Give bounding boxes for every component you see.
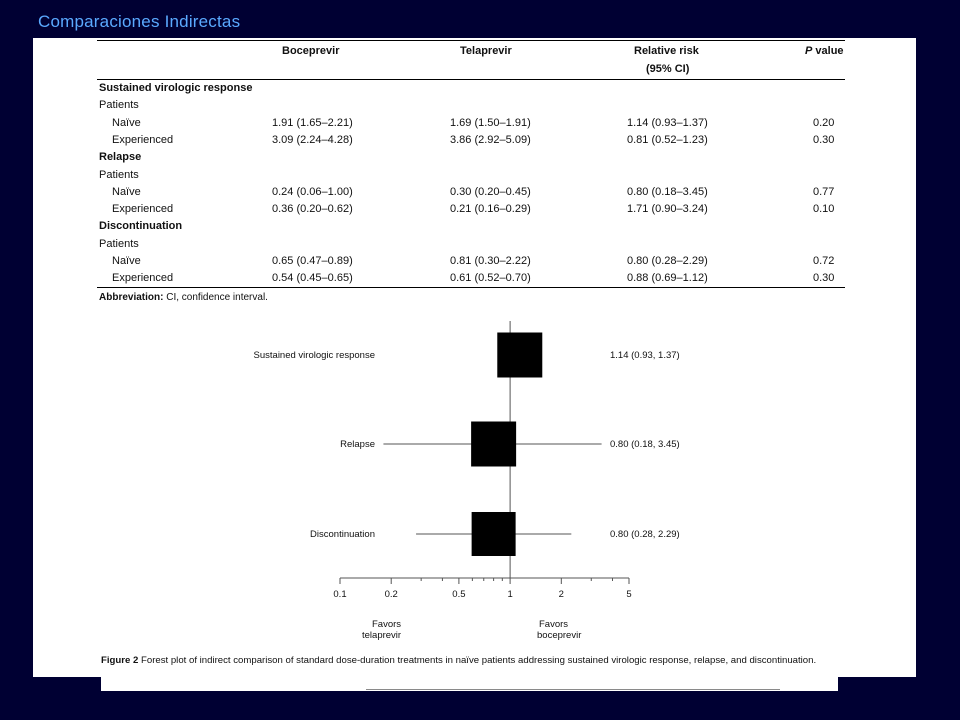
header-p-italic: P <box>805 45 813 57</box>
tick-label: 0.2 <box>385 589 398 600</box>
estimate-box <box>471 512 516 556</box>
table-bottom-rule <box>97 287 845 288</box>
favors-boceprevir-line2: boceprevir <box>537 630 581 641</box>
row-label: Naïve <box>112 116 141 129</box>
section-title: Discontinuation <box>99 220 183 233</box>
estimate-label: 0.80 (0.18, 3.45) <box>610 439 680 450</box>
table-footnote: Abbreviation: CI, confidence interval. <box>99 292 268 303</box>
section-title: Sustained virologic response <box>99 82 253 94</box>
cell-relative-risk: 0.80 (0.28–2.29) <box>627 255 708 267</box>
row-label: Experienced <box>112 133 174 146</box>
subgroup-label: Patients <box>99 168 139 181</box>
favors-telaprevir-line1: Favors <box>372 619 401 630</box>
section-title: Relapse <box>99 151 142 164</box>
outcome-label: Relapse <box>340 439 375 450</box>
tick-label: 0.1 <box>333 589 346 600</box>
abbreviation-text: CI, confidence interval. <box>163 292 268 303</box>
abbreviation-label: Abbreviation: <box>99 292 164 303</box>
cell-p-value: 0.20 <box>813 116 835 129</box>
cell-boceprevir: 0.54 (0.45–0.65) <box>272 272 353 285</box>
cell-boceprevir: 0.36 (0.20–0.62) <box>272 203 353 216</box>
outcome-label: Discontinuation <box>310 529 375 540</box>
cell-telaprevir: 1.69 (1.50–1.91) <box>450 116 531 129</box>
estimate-label: 1.14 (0.93, 1.37) <box>610 350 680 361</box>
row-label: Naïve <box>112 255 141 267</box>
cell-telaprevir: 0.61 (0.52–0.70) <box>450 272 531 285</box>
estimate-label: 0.80 (0.28, 2.29) <box>610 529 680 540</box>
cell-telaprevir: 0.30 (0.20–0.45) <box>450 185 531 198</box>
tick-label: 5 <box>626 589 631 600</box>
paper-panel-bottom <box>101 676 838 691</box>
cell-boceprevir: 0.65 (0.47–0.89) <box>272 255 353 267</box>
estimate-box <box>497 332 543 378</box>
tick-label: 0.5 <box>452 589 465 600</box>
favors-boceprevir-line1: Favors <box>539 619 568 630</box>
cell-boceprevir: 3.09 (2.24–4.28) <box>272 133 353 146</box>
tick-label: 2 <box>559 589 564 600</box>
slide-title: Comparaciones Indirectas <box>38 12 241 31</box>
caption-text: Forest plot of indirect comparison of st… <box>138 655 817 666</box>
header-p-rest: value <box>812 45 844 57</box>
paper-panel <box>33 38 916 677</box>
cell-telaprevir: 0.81 (0.30–2.22) <box>450 255 531 267</box>
tick-label: 1 <box>507 589 512 600</box>
figure-caption: Figure 2 Forest plot of indirect compari… <box>101 655 841 666</box>
cell-relative-risk: 1.14 (0.93–1.37) <box>627 116 708 129</box>
cell-relative-risk: 0.80 (0.18–3.45) <box>627 185 708 198</box>
page-edge-line <box>366 689 780 690</box>
table-header-rule <box>97 79 845 80</box>
cell-relative-risk: 0.81 (0.52–1.23) <box>627 133 708 146</box>
cell-p-value: 0.77 <box>813 185 835 198</box>
header-p-value: P value <box>805 45 844 57</box>
cell-p-value: 0.30 <box>813 133 835 146</box>
header-telaprevir: Telaprevir <box>460 45 512 57</box>
cell-p-value: 0.30 <box>813 272 835 285</box>
table-top-rule <box>97 40 845 41</box>
row-label: Naïve <box>112 185 141 198</box>
favors-telaprevir-line2: telaprevir <box>362 630 401 641</box>
cell-p-value: 0.10 <box>813 203 835 216</box>
cell-boceprevir: 1.91 (1.65–2.21) <box>272 116 353 129</box>
cell-telaprevir: 0.21 (0.16–0.29) <box>450 203 531 216</box>
outcome-label: Sustained virologic response <box>254 350 375 361</box>
cell-relative-risk: 1.71 (0.90–3.24) <box>627 203 708 216</box>
subgroup-label: Patients <box>99 99 139 112</box>
caption-label: Figure 2 <box>101 655 139 666</box>
subgroup-label: Patients <box>99 237 139 250</box>
header-relative-risk: Relative risk <box>634 45 699 57</box>
row-label: Experienced <box>112 272 174 285</box>
cell-boceprevir: 0.24 (0.06–1.00) <box>272 185 353 198</box>
row-label: Experienced <box>112 203 174 216</box>
cell-telaprevir: 3.86 (2.92–5.09) <box>450 133 531 146</box>
header-boceprevir: Boceprevir <box>282 45 340 57</box>
estimate-box <box>471 421 517 467</box>
header-ci: (95% CI) <box>646 63 690 75</box>
cell-relative-risk: 0.88 (0.69–1.12) <box>627 272 708 285</box>
cell-p-value: 0.72 <box>813 255 835 267</box>
